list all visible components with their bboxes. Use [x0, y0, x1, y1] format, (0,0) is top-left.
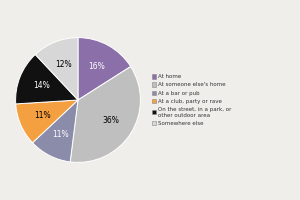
Legend: At home, At someone else's home, At a bar or pub, At a club, party or rave, On t: At home, At someone else's home, At a ba…	[152, 74, 232, 126]
Wedge shape	[16, 55, 78, 104]
Wedge shape	[35, 38, 78, 100]
Wedge shape	[70, 67, 140, 162]
Text: 14%: 14%	[34, 81, 50, 90]
Wedge shape	[16, 100, 78, 143]
Text: 36%: 36%	[102, 116, 119, 125]
Wedge shape	[32, 100, 78, 162]
Text: 16%: 16%	[88, 62, 105, 71]
Wedge shape	[78, 38, 131, 100]
Text: 12%: 12%	[56, 60, 72, 69]
Text: 11%: 11%	[34, 111, 51, 120]
Text: 11%: 11%	[52, 130, 69, 139]
